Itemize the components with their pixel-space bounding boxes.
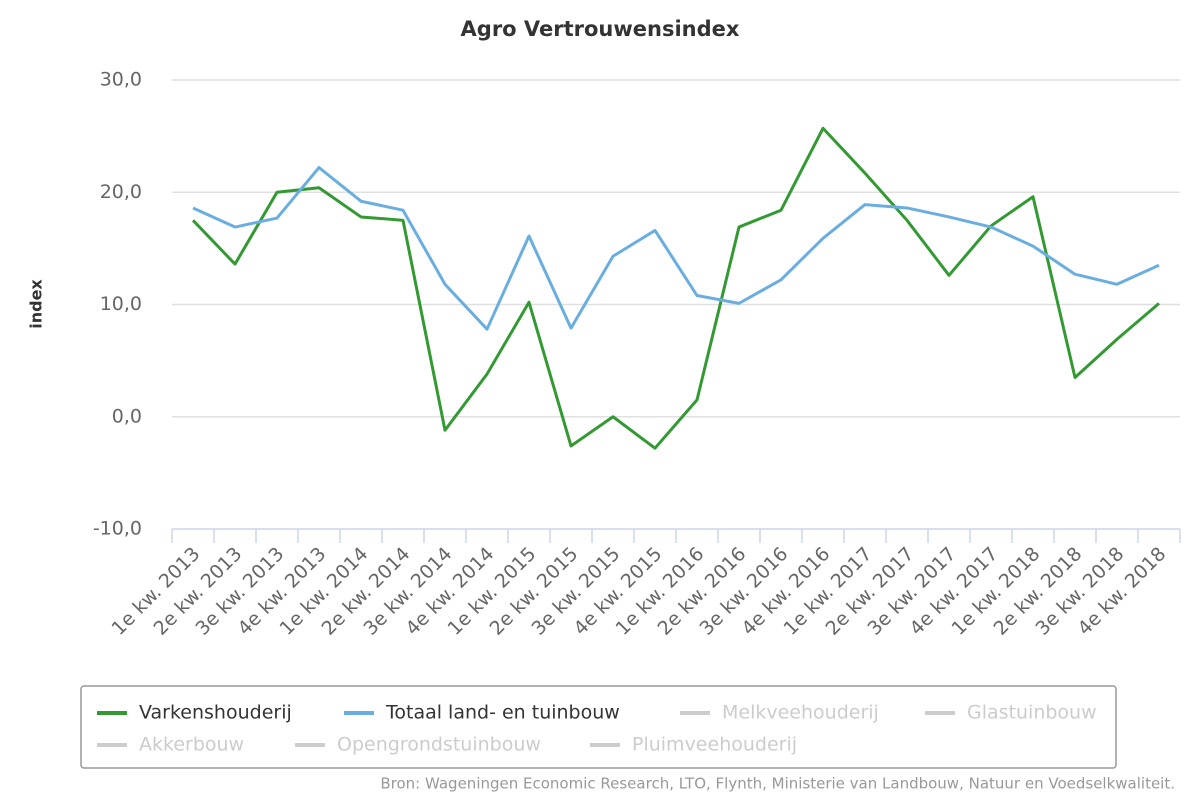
legend-box [80, 685, 1117, 769]
series-line [191, 126, 1160, 450]
legend-label[interactable]: Melkveehouderij [722, 702, 879, 724]
legend-label[interactable]: Totaal land- en tuinbouw [385, 702, 620, 724]
legend-label[interactable]: Opengrondstuinbouw [337, 734, 541, 756]
legend-label[interactable]: Glastuinbouw [967, 702, 1097, 724]
source: Bron: Wageningen Economic Research, LTO,… [380, 775, 1175, 793]
legend-label[interactable]: Akkerbouw [139, 734, 244, 756]
y-tick-label: 20,0 [100, 181, 142, 203]
legend-label[interactable]: Pluimveehouderij [632, 734, 797, 756]
y-axis-label: index [27, 279, 46, 329]
y-tick-label: 30,0 [100, 69, 142, 91]
legend-label[interactable]: Varkenshouderij [139, 702, 292, 724]
chart-title: Agro Vertrouwensindex [461, 17, 740, 41]
series-line [192, 166, 1160, 331]
y-tick-label: -10,0 [93, 518, 142, 540]
y-tick-label: 10,0 [100, 293, 142, 315]
y-tick-label: 0,0 [112, 405, 142, 427]
